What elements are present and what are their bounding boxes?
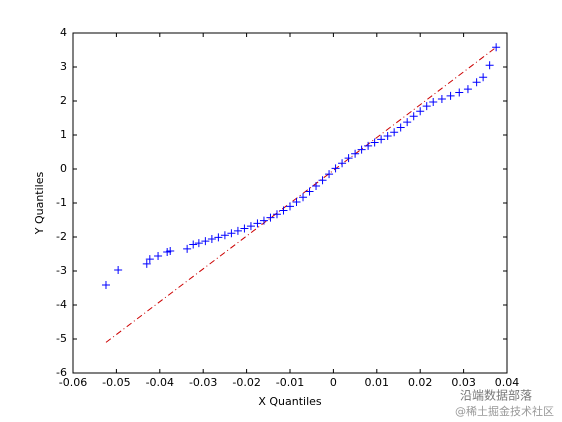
point [286, 202, 294, 211]
x-axis-label: X Quantiles [258, 395, 322, 408]
point [253, 219, 262, 228]
point [201, 237, 210, 246]
point [114, 265, 123, 274]
y-tick-label: 2 [60, 94, 67, 107]
point [318, 176, 327, 185]
y-tick-label: -6 [56, 366, 67, 379]
point [357, 145, 366, 154]
point [485, 61, 494, 70]
point [142, 259, 151, 268]
point [312, 182, 321, 190]
point [383, 132, 392, 141]
y-tick-label: -5 [56, 332, 67, 345]
y-tick-label: 1 [60, 128, 67, 141]
x-tick-label: -0.02 [232, 376, 260, 389]
x-tick-label: 0.02 [408, 376, 433, 389]
point [189, 240, 198, 249]
point [472, 78, 481, 87]
point [338, 159, 347, 168]
point [227, 229, 236, 238]
x-tick-label: -0.03 [189, 376, 217, 389]
y-tick-label: 3 [60, 60, 67, 73]
point [463, 85, 472, 94]
point [279, 206, 288, 215]
point [429, 98, 438, 107]
y-tick-label: 4 [60, 26, 67, 39]
y-tick-label: -4 [56, 298, 67, 311]
y-axis-label: Y Quantiles [33, 171, 46, 235]
x-tick-label: 0.04 [495, 376, 520, 389]
reference-line [105, 46, 497, 343]
point [220, 231, 229, 240]
point [272, 210, 281, 219]
point [364, 141, 373, 150]
point [479, 73, 488, 82]
point [183, 244, 192, 253]
point [259, 216, 268, 225]
point [492, 43, 501, 52]
watermark: 沿端数据部落 [460, 388, 532, 403]
point [422, 102, 431, 111]
point [370, 138, 379, 147]
point [325, 170, 334, 179]
point [344, 154, 353, 163]
point [455, 88, 464, 97]
point [154, 252, 163, 261]
y-tick-label: -1 [56, 196, 67, 209]
point [246, 222, 255, 231]
point [331, 164, 340, 173]
x-tick-label: 0.01 [365, 376, 390, 389]
point [101, 280, 110, 289]
watermark: @稀土掘金技术社区 [455, 404, 554, 418]
x-tick-label: -0.04 [146, 376, 174, 389]
point [214, 233, 223, 242]
x-tick-label: 0 [330, 376, 337, 389]
point [403, 118, 412, 127]
y-tick-label: -3 [56, 264, 67, 277]
point [266, 213, 275, 222]
point [233, 226, 242, 235]
point [166, 246, 175, 255]
x-tick-label: 0.03 [451, 376, 476, 389]
point [437, 94, 446, 103]
point [396, 123, 405, 132]
point [416, 107, 425, 116]
point [446, 91, 455, 100]
point [194, 239, 203, 248]
point [377, 135, 386, 144]
point [390, 128, 399, 137]
x-tick-label: -0.06 [59, 376, 87, 389]
point [292, 197, 301, 206]
x-tick-label: -0.05 [102, 376, 130, 389]
y-tick-label: 0 [60, 162, 67, 175]
point [299, 193, 308, 202]
point [207, 235, 216, 244]
x-tick-label: -0.01 [276, 376, 304, 389]
point [409, 112, 418, 121]
point [351, 149, 360, 158]
y-tick-label: -2 [56, 230, 67, 243]
point [305, 187, 314, 196]
point [240, 224, 249, 233]
point [145, 255, 154, 264]
